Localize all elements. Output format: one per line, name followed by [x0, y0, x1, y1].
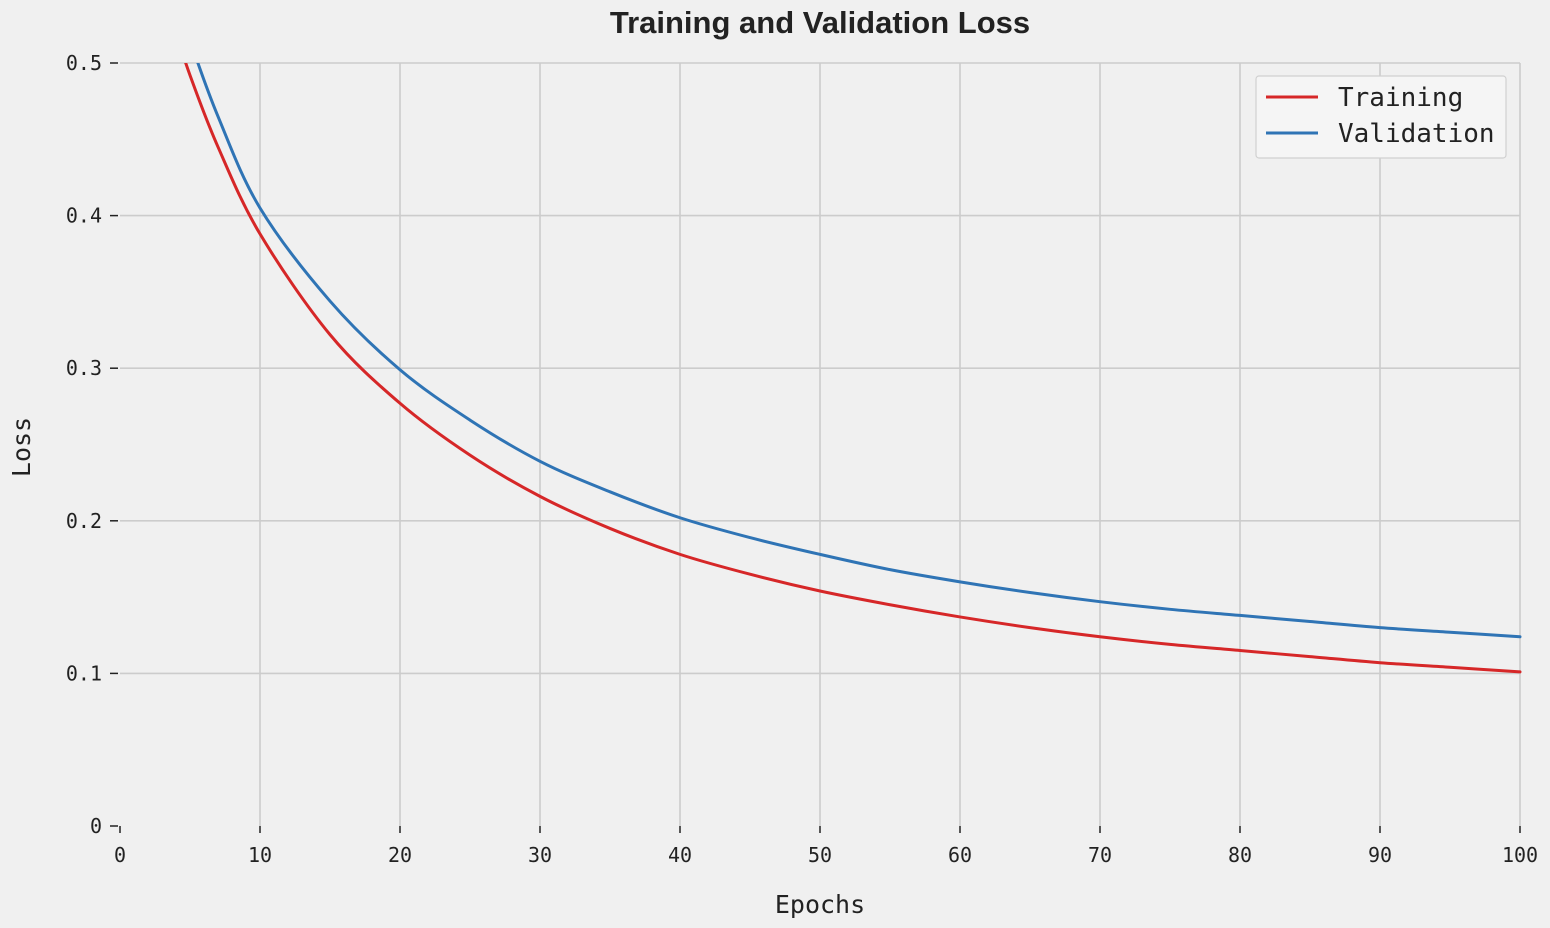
- y-tick-label: 0.2: [66, 509, 102, 533]
- x-tick-label: 30: [528, 843, 552, 867]
- chart-title: Training and Validation Loss: [610, 5, 1030, 40]
- x-tick-label: 70: [1088, 843, 1112, 867]
- legend-label-validation: Validation: [1338, 119, 1495, 149]
- x-tick-label: 100: [1502, 843, 1538, 867]
- y-axis-label: Loss: [7, 417, 36, 477]
- x-tick-label: 20: [388, 843, 412, 867]
- legend: Training Validation: [1255, 75, 1507, 159]
- series-line-validation: [196, 63, 1522, 639]
- y-tick-label: 0.4: [66, 204, 102, 228]
- series-line-training: [184, 63, 1522, 674]
- y-tick-label: 0.3: [66, 356, 102, 380]
- x-axis-label: Epochs: [775, 890, 865, 919]
- series-lines: [184, 63, 1522, 674]
- y-tick-label: 0.1: [66, 661, 102, 685]
- grid-lines: [120, 62, 1521, 826]
- axes: 0 10 20 30 40 50 60 70 80 90 100 0 0.1 0.2 0.3 0.4 0.5: [66, 51, 1538, 867]
- legend-box: [1255, 75, 1507, 159]
- x-tick-label: 10: [248, 843, 272, 867]
- x-tick-label: 60: [948, 843, 972, 867]
- x-tick-label: 0: [114, 843, 126, 867]
- x-tick-label: 80: [1228, 843, 1252, 867]
- legend-label-training: Training: [1338, 83, 1463, 113]
- x-tick-label: 50: [808, 843, 832, 867]
- x-tick-label: 40: [668, 843, 692, 867]
- y-tick-label: 0.5: [66, 51, 102, 75]
- y-tick-label: 0: [90, 814, 102, 838]
- x-tick-label: 90: [1368, 843, 1392, 867]
